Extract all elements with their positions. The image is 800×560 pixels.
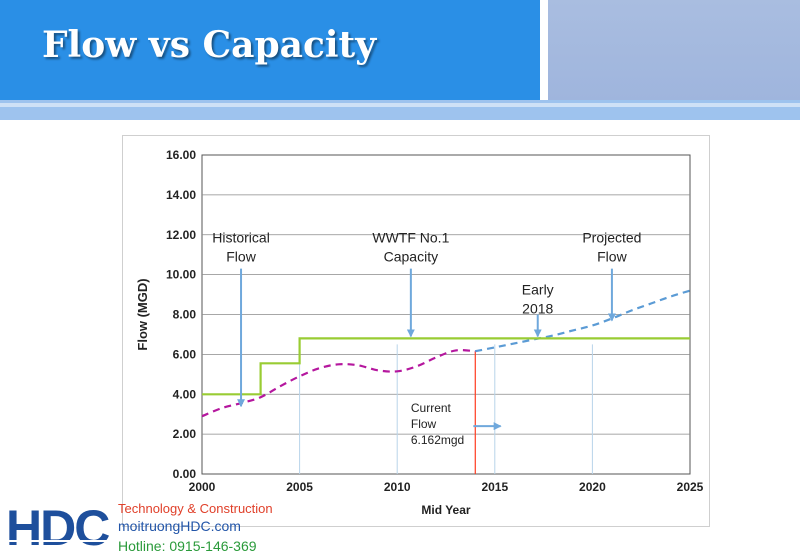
y-tick-label: 16.00: [166, 148, 196, 162]
annotation-text: Current: [411, 401, 452, 415]
annotation-text: Flow: [411, 417, 437, 431]
page-title: Flow vs Capacity: [42, 24, 377, 66]
annotation-projected-flow: Projected Flow: [582, 230, 641, 322]
y-tick-label: 14.00: [166, 188, 196, 202]
header-divider: [540, 0, 548, 100]
x-tick-label: 2005: [286, 480, 313, 494]
y-axis-label: Flow (MGD): [135, 278, 150, 350]
annotation-text: WWTF No.1: [372, 230, 449, 246]
y-tick-label: 10.00: [166, 268, 196, 282]
x-tick-label: 2015: [481, 480, 508, 494]
annotation-text: 6.162mgd: [411, 433, 464, 447]
x-tick-label: 2025: [677, 480, 704, 494]
y-tick-label: 2.00: [173, 427, 197, 441]
y-tick-label: 0.00: [173, 467, 197, 481]
capacity-step-line: [202, 337, 690, 396]
logo-stripe: [6, 540, 114, 542]
x-axis-label: Mid Year: [421, 503, 470, 517]
company-tagline: Technology & Construction: [118, 501, 273, 516]
annotation-text: Projected: [582, 230, 641, 246]
annotation-text: Flow: [226, 249, 256, 265]
historical-flow-line: [201, 348, 476, 418]
annotation-capacity: WWTF No.1 Capacity: [372, 230, 450, 338]
y-tick-label: 8.00: [173, 308, 197, 322]
hdc-logo: HDC: [6, 500, 114, 556]
annotation-text: Capacity: [384, 249, 438, 265]
annotation-historical-flow: Historical Flow: [212, 230, 270, 408]
annotation-text: Early: [522, 282, 554, 298]
x-tick-label: 2000: [189, 480, 216, 494]
annotation-text: 2018: [522, 301, 553, 317]
y-tick-label: 4.00: [173, 387, 197, 401]
annotation-early-2018: Early 2018: [522, 282, 554, 338]
annotation-text: Historical: [212, 230, 270, 246]
company-website[interactable]: moitruongHDC.com: [118, 518, 241, 534]
company-hotline: Hotline: 0915-146-369: [118, 538, 257, 554]
x-tick-label: 2020: [579, 480, 606, 494]
chart-frame: 0.00 2.00 4.00 6.00 8.00 10.00 12.00 14.00 16.00…: [122, 135, 710, 527]
annotation-text: Flow: [597, 249, 627, 265]
logo-stripe: [6, 546, 114, 548]
x-tick-label: 2010: [384, 480, 411, 494]
header-bar: [0, 0, 540, 100]
y-tick-label: 12.00: [166, 228, 196, 242]
projected-flow-line: [475, 289, 691, 353]
y-tick-label: 6.00: [173, 347, 197, 361]
flow-chart: 0.00 2.00 4.00 6.00 8.00 10.00 12.00 14.00 16.00…: [135, 148, 704, 517]
header-stripe-line: [0, 103, 800, 107]
header-side-panel: [548, 0, 800, 100]
annotation-current-flow: Current Flow 6.162mgd: [411, 401, 502, 447]
